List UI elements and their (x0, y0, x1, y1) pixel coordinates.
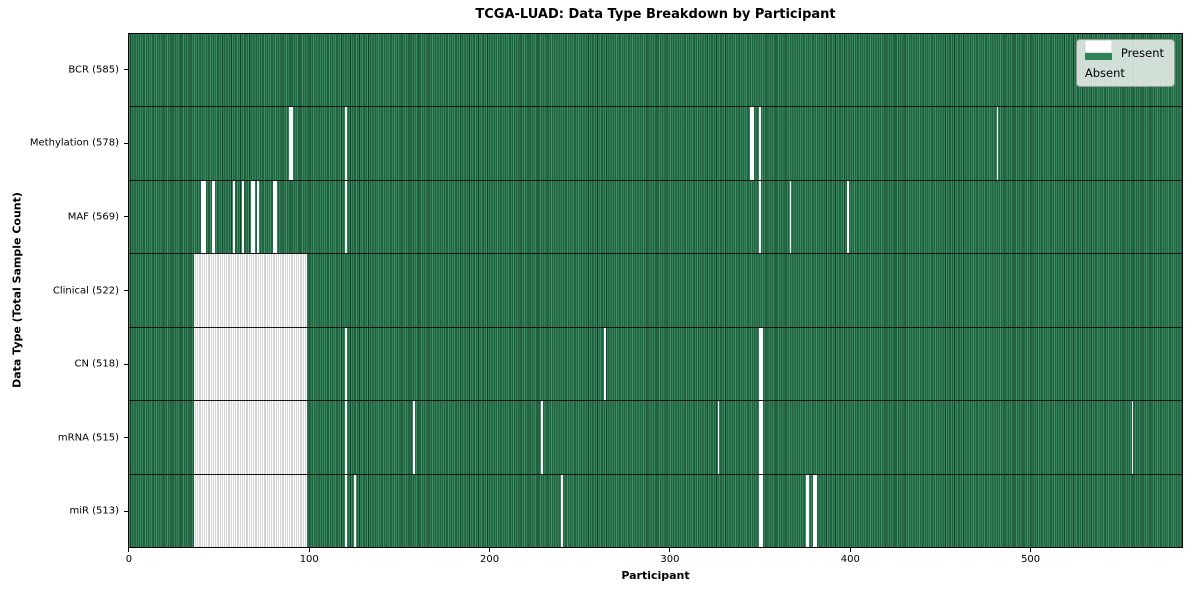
y-tick-label-mir: miR (513) (69, 505, 119, 517)
absent-span (345, 107, 347, 180)
absent-span (256, 180, 259, 254)
legend: Present Absent (1075, 39, 1175, 87)
x-tick-label-0: 0 (125, 554, 133, 565)
x-tick-mark (1030, 548, 1032, 552)
absent-span (750, 107, 754, 180)
absent-span (759, 474, 763, 547)
x-tick-label-500: 500 (1021, 554, 1041, 565)
y-tick-mark (124, 216, 128, 218)
absent-span (996, 107, 999, 180)
legend-label-present: Present (1120, 46, 1164, 60)
heatmap-rows (129, 34, 1182, 547)
y-tick-mark (124, 510, 128, 512)
x-axis-ticks: 0 100 200 300 400 500 (125, 548, 1183, 568)
absent-span (717, 401, 720, 474)
y-tick-label-clinical: Clinical (522) (52, 285, 119, 296)
legend-item-absent: Absent (1084, 40, 1164, 80)
y-axis-ticks: BCR (585) Methylation (578) MAF (569) Clini… (0, 33, 128, 548)
y-tick-label-maf: MAF (569) (67, 211, 119, 223)
absent-span (201, 180, 207, 254)
absent-span (541, 401, 543, 474)
legend-swatch-absent-icon (1084, 40, 1112, 53)
y-tick-label-mrna: mRNA (515) (57, 432, 119, 444)
absent-span (345, 180, 347, 254)
absent-span (759, 107, 761, 180)
absent-span (193, 401, 308, 474)
absent-span (604, 327, 606, 401)
absent-span (413, 401, 416, 474)
absent-span (759, 180, 761, 254)
row-cn (129, 327, 1182, 402)
absent-span (193, 254, 308, 327)
row-mir (129, 474, 1182, 547)
absent-span (345, 327, 347, 401)
row-maf (129, 180, 1182, 255)
y-tick-label-cn: CN (518) (74, 358, 119, 370)
x-tick-label-200: 200 (480, 554, 500, 565)
absent-span (805, 474, 810, 547)
absent-span (233, 180, 236, 254)
absent-span (345, 474, 347, 547)
absent-span (561, 474, 563, 547)
y-tick-mark (124, 142, 128, 144)
plot-area: Present Absent (128, 33, 1183, 548)
absent-span (354, 474, 356, 547)
x-tick-mark (308, 548, 310, 552)
x-tick-mark (489, 548, 491, 552)
absent-span (847, 180, 849, 254)
absent-span (193, 474, 308, 547)
x-tick-label-400: 400 (840, 554, 860, 565)
absent-span (289, 107, 293, 180)
legend-label-absent: Absent (1084, 66, 1125, 80)
row-methylation (129, 107, 1182, 181)
x-tick-mark (849, 548, 851, 552)
absent-span (251, 180, 255, 254)
absent-span (759, 327, 763, 401)
absent-span (193, 327, 308, 401)
absent-span (1131, 401, 1134, 474)
y-tick-label-methylation: Methylation (578) (29, 137, 119, 149)
absent-span (273, 180, 277, 254)
y-tick-mark (124, 69, 128, 71)
x-tick-label-300: 300 (660, 554, 680, 565)
y-tick-mark (124, 290, 128, 291)
absent-span (759, 401, 763, 474)
y-tick-mark (124, 437, 128, 439)
absent-span (789, 180, 792, 254)
chart-title: TCGA-LUAD: Data Type Breakdown by Partic… (475, 7, 836, 22)
row-mrna (129, 401, 1182, 475)
row-bcr (129, 34, 1182, 108)
x-tick-mark (669, 548, 671, 552)
y-tick-label-bcr: BCR (585) (68, 64, 119, 76)
x-tick-mark (128, 548, 130, 552)
x-tick-label-100: 100 (299, 554, 319, 565)
row-clinical (129, 254, 1182, 328)
absent-span (813, 474, 817, 547)
absent-span (345, 401, 347, 474)
absent-span (211, 180, 216, 254)
y-tick-mark (124, 363, 128, 365)
x-axis-label: Participant (621, 569, 690, 582)
absent-span (242, 180, 245, 254)
